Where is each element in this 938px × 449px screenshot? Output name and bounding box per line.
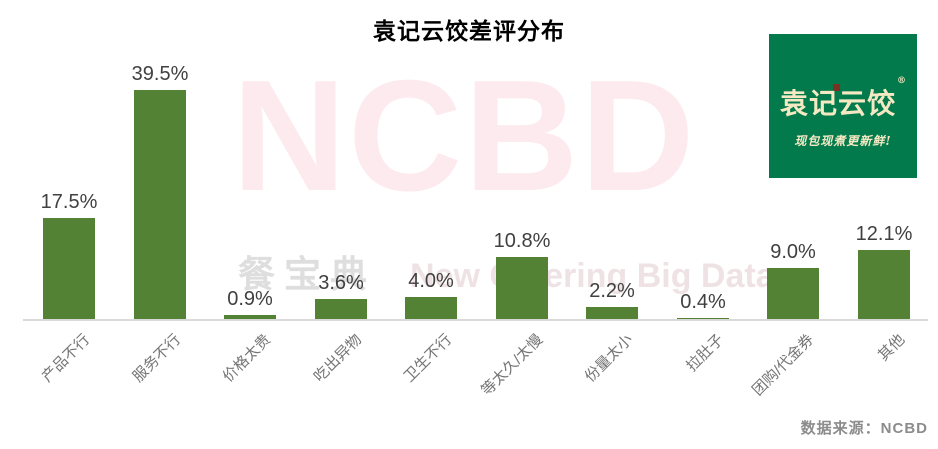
watermark-subline: 餐宝典 New Catering Big Data	[238, 244, 775, 298]
logo-brand-name: 袁记云饺®	[779, 76, 906, 122]
bar	[315, 299, 367, 320]
bar-value-label: 0.9%	[227, 288, 273, 310]
logo-brand-text: 袁记云饺	[779, 86, 896, 120]
bar	[134, 90, 186, 320]
data-source-note: 数据来源：NCBD	[800, 420, 928, 437]
bar	[586, 307, 638, 320]
bar-value-label: 3.6%	[318, 272, 364, 294]
watermark-en: New Catering Big Data	[410, 257, 775, 295]
bar-value-label: 10.8%	[493, 230, 551, 252]
bar-value-label: 4.0%	[408, 270, 454, 292]
logo-dot-icon	[833, 84, 840, 91]
bar-value-label: 2.2%	[589, 280, 635, 302]
logo-registered-mark: ®	[897, 75, 907, 86]
bar	[43, 218, 95, 320]
watermark-ncbd: NCBD	[232, 48, 697, 224]
bar	[496, 257, 548, 320]
bar-value-label: 0.4%	[680, 291, 726, 313]
brand-logo: 袁记云饺® 现包现煮更新鲜!	[769, 34, 917, 178]
bar-value-label: 12.1%	[855, 223, 913, 245]
bar	[224, 315, 276, 320]
bar-value-label: 9.0%	[770, 241, 816, 263]
watermark-cn: 餐宝典	[238, 254, 376, 295]
x-axis-line	[23, 319, 928, 321]
bar	[767, 268, 819, 320]
chart-title: 袁记云饺差评分布	[373, 18, 565, 44]
bar	[858, 250, 910, 320]
bar	[405, 297, 457, 320]
bar-value-label: 17.5%	[40, 191, 98, 213]
bar-value-label: 39.5%	[131, 63, 189, 85]
logo-tagline: 现包现煮更新鲜!	[794, 133, 892, 148]
